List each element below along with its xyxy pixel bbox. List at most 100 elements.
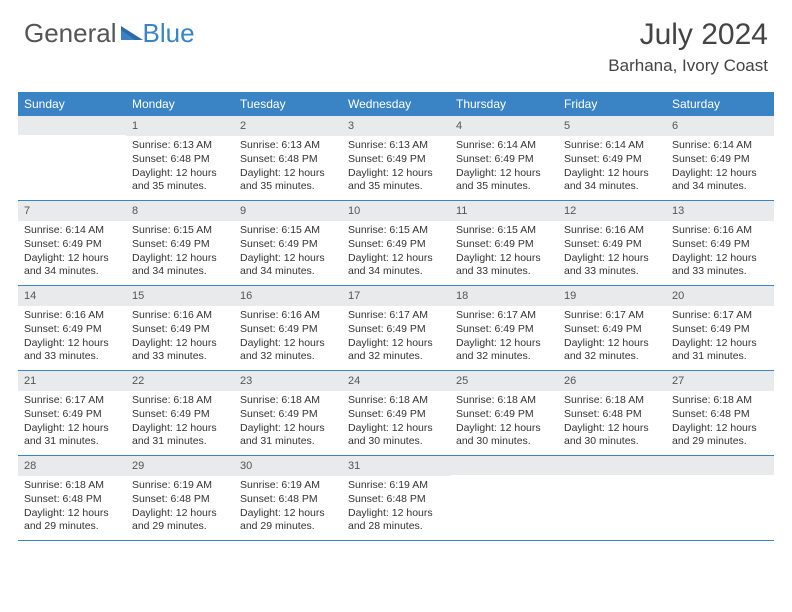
day-cell: 31Sunrise: 6:19 AMSunset: 6:48 PMDayligh… xyxy=(342,456,450,540)
week-row: 21Sunrise: 6:17 AMSunset: 6:49 PMDayligh… xyxy=(18,371,774,456)
weekday-header: Thursday xyxy=(450,92,558,116)
daylight-text: Daylight: 12 hours and 35 minutes. xyxy=(240,167,336,194)
sunset-text: Sunset: 6:48 PM xyxy=(132,153,228,167)
day-cell: 25Sunrise: 6:18 AMSunset: 6:49 PMDayligh… xyxy=(450,371,558,455)
sunrise-text: Sunrise: 6:17 AM xyxy=(672,309,768,323)
day-number: 15 xyxy=(126,286,234,306)
day-body: Sunrise: 6:14 AMSunset: 6:49 PMDaylight:… xyxy=(666,136,774,200)
sunrise-text: Sunrise: 6:18 AM xyxy=(240,394,336,408)
day-number: 12 xyxy=(558,201,666,221)
day-number: 20 xyxy=(666,286,774,306)
sunset-text: Sunset: 6:49 PM xyxy=(348,153,444,167)
sunrise-text: Sunrise: 6:18 AM xyxy=(672,394,768,408)
sunrise-text: Sunrise: 6:18 AM xyxy=(564,394,660,408)
sunset-text: Sunset: 6:49 PM xyxy=(24,408,120,422)
day-number: 31 xyxy=(342,456,450,476)
daylight-text: Daylight: 12 hours and 34 minutes. xyxy=(564,167,660,194)
day-body: Sunrise: 6:14 AMSunset: 6:49 PMDaylight:… xyxy=(558,136,666,200)
sunset-text: Sunset: 6:48 PM xyxy=(24,493,120,507)
week-row: 1Sunrise: 6:13 AMSunset: 6:48 PMDaylight… xyxy=(18,116,774,201)
day-body: Sunrise: 6:16 AMSunset: 6:49 PMDaylight:… xyxy=(18,306,126,370)
title-block: July 2024 Barhana, Ivory Coast xyxy=(608,18,768,76)
day-cell: 7Sunrise: 6:14 AMSunset: 6:49 PMDaylight… xyxy=(18,201,126,285)
sunrise-text: Sunrise: 6:17 AM xyxy=(348,309,444,323)
day-cell: 4Sunrise: 6:14 AMSunset: 6:49 PMDaylight… xyxy=(450,116,558,200)
day-cell: 21Sunrise: 6:17 AMSunset: 6:49 PMDayligh… xyxy=(18,371,126,455)
weekday-header: Sunday xyxy=(18,92,126,116)
daylight-text: Daylight: 12 hours and 34 minutes. xyxy=(132,252,228,279)
sunrise-text: Sunrise: 6:19 AM xyxy=(240,479,336,493)
sunrise-text: Sunrise: 6:15 AM xyxy=(456,224,552,238)
day-number: 23 xyxy=(234,371,342,391)
day-cell: 20Sunrise: 6:17 AMSunset: 6:49 PMDayligh… xyxy=(666,286,774,370)
weekday-header-row: Sunday Monday Tuesday Wednesday Thursday… xyxy=(18,92,774,116)
daylight-text: Daylight: 12 hours and 34 minutes. xyxy=(348,252,444,279)
month-title: July 2024 xyxy=(608,18,768,52)
daylight-text: Daylight: 12 hours and 31 minutes. xyxy=(240,422,336,449)
day-body: Sunrise: 6:18 AMSunset: 6:49 PMDaylight:… xyxy=(234,391,342,455)
day-number: 26 xyxy=(558,371,666,391)
sunset-text: Sunset: 6:49 PM xyxy=(564,238,660,252)
sunset-text: Sunset: 6:48 PM xyxy=(564,408,660,422)
day-body: Sunrise: 6:15 AMSunset: 6:49 PMDaylight:… xyxy=(126,221,234,285)
sunrise-text: Sunrise: 6:15 AM xyxy=(132,224,228,238)
sunset-text: Sunset: 6:49 PM xyxy=(240,408,336,422)
sunset-text: Sunset: 6:49 PM xyxy=(456,153,552,167)
sunset-text: Sunset: 6:49 PM xyxy=(24,238,120,252)
sunset-text: Sunset: 6:49 PM xyxy=(132,238,228,252)
day-number: 14 xyxy=(18,286,126,306)
day-body: Sunrise: 6:15 AMSunset: 6:49 PMDaylight:… xyxy=(234,221,342,285)
daylight-text: Daylight: 12 hours and 34 minutes. xyxy=(24,252,120,279)
sunrise-text: Sunrise: 6:18 AM xyxy=(132,394,228,408)
logo: General Blue xyxy=(24,18,195,49)
day-body: Sunrise: 6:17 AMSunset: 6:49 PMDaylight:… xyxy=(666,306,774,370)
day-number: 8 xyxy=(126,201,234,221)
daylight-text: Daylight: 12 hours and 32 minutes. xyxy=(240,337,336,364)
sunrise-text: Sunrise: 6:14 AM xyxy=(24,224,120,238)
sunset-text: Sunset: 6:49 PM xyxy=(240,238,336,252)
sunset-text: Sunset: 6:49 PM xyxy=(672,153,768,167)
week-row: 14Sunrise: 6:16 AMSunset: 6:49 PMDayligh… xyxy=(18,286,774,371)
day-cell: 19Sunrise: 6:17 AMSunset: 6:49 PMDayligh… xyxy=(558,286,666,370)
day-body: Sunrise: 6:16 AMSunset: 6:49 PMDaylight:… xyxy=(234,306,342,370)
daylight-text: Daylight: 12 hours and 30 minutes. xyxy=(456,422,552,449)
weekday-header: Saturday xyxy=(666,92,774,116)
day-number: 10 xyxy=(342,201,450,221)
sunrise-text: Sunrise: 6:16 AM xyxy=(132,309,228,323)
sunrise-text: Sunrise: 6:14 AM xyxy=(672,139,768,153)
day-body: Sunrise: 6:17 AMSunset: 6:49 PMDaylight:… xyxy=(342,306,450,370)
day-cell: 16Sunrise: 6:16 AMSunset: 6:49 PMDayligh… xyxy=(234,286,342,370)
day-cell: 2Sunrise: 6:13 AMSunset: 6:48 PMDaylight… xyxy=(234,116,342,200)
day-number: 2 xyxy=(234,116,342,136)
sunset-text: Sunset: 6:49 PM xyxy=(132,323,228,337)
day-body: Sunrise: 6:13 AMSunset: 6:48 PMDaylight:… xyxy=(234,136,342,200)
daylight-text: Daylight: 12 hours and 33 minutes. xyxy=(564,252,660,279)
sunrise-text: Sunrise: 6:14 AM xyxy=(564,139,660,153)
sunset-text: Sunset: 6:49 PM xyxy=(564,323,660,337)
day-cell: 22Sunrise: 6:18 AMSunset: 6:49 PMDayligh… xyxy=(126,371,234,455)
day-body: Sunrise: 6:17 AMSunset: 6:49 PMDaylight:… xyxy=(450,306,558,370)
day-number xyxy=(558,456,666,475)
sunset-text: Sunset: 6:49 PM xyxy=(672,238,768,252)
sunset-text: Sunset: 6:49 PM xyxy=(24,323,120,337)
logo-flag-icon xyxy=(121,18,143,49)
sunset-text: Sunset: 6:49 PM xyxy=(456,408,552,422)
day-number: 27 xyxy=(666,371,774,391)
day-number: 16 xyxy=(234,286,342,306)
daylight-text: Daylight: 12 hours and 35 minutes. xyxy=(348,167,444,194)
sunset-text: Sunset: 6:49 PM xyxy=(348,238,444,252)
sunset-text: Sunset: 6:48 PM xyxy=(672,408,768,422)
sunrise-text: Sunrise: 6:19 AM xyxy=(348,479,444,493)
day-number: 6 xyxy=(666,116,774,136)
day-number: 22 xyxy=(126,371,234,391)
daylight-text: Daylight: 12 hours and 33 minutes. xyxy=(672,252,768,279)
day-body: Sunrise: 6:17 AMSunset: 6:49 PMDaylight:… xyxy=(558,306,666,370)
day-body: Sunrise: 6:14 AMSunset: 6:49 PMDaylight:… xyxy=(450,136,558,200)
day-cell xyxy=(666,456,774,540)
day-number: 9 xyxy=(234,201,342,221)
day-body: Sunrise: 6:17 AMSunset: 6:49 PMDaylight:… xyxy=(18,391,126,455)
sunrise-text: Sunrise: 6:16 AM xyxy=(240,309,336,323)
day-cell: 14Sunrise: 6:16 AMSunset: 6:49 PMDayligh… xyxy=(18,286,126,370)
day-number: 1 xyxy=(126,116,234,136)
daylight-text: Daylight: 12 hours and 33 minutes. xyxy=(24,337,120,364)
